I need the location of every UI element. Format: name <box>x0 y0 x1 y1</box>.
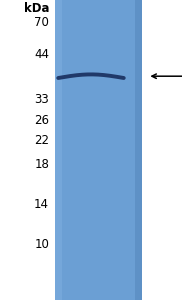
Bar <box>55 0 142 300</box>
Text: 70: 70 <box>34 16 49 28</box>
Text: 10: 10 <box>34 238 49 251</box>
Text: 18: 18 <box>34 158 49 172</box>
Text: kDa: kDa <box>24 2 49 14</box>
Bar <box>55 0 62 300</box>
Text: 14: 14 <box>34 199 49 212</box>
Text: 33: 33 <box>34 94 49 106</box>
Text: 26: 26 <box>34 113 49 127</box>
Text: 44: 44 <box>34 49 49 62</box>
Text: 22: 22 <box>34 134 49 146</box>
Bar <box>135 0 142 300</box>
